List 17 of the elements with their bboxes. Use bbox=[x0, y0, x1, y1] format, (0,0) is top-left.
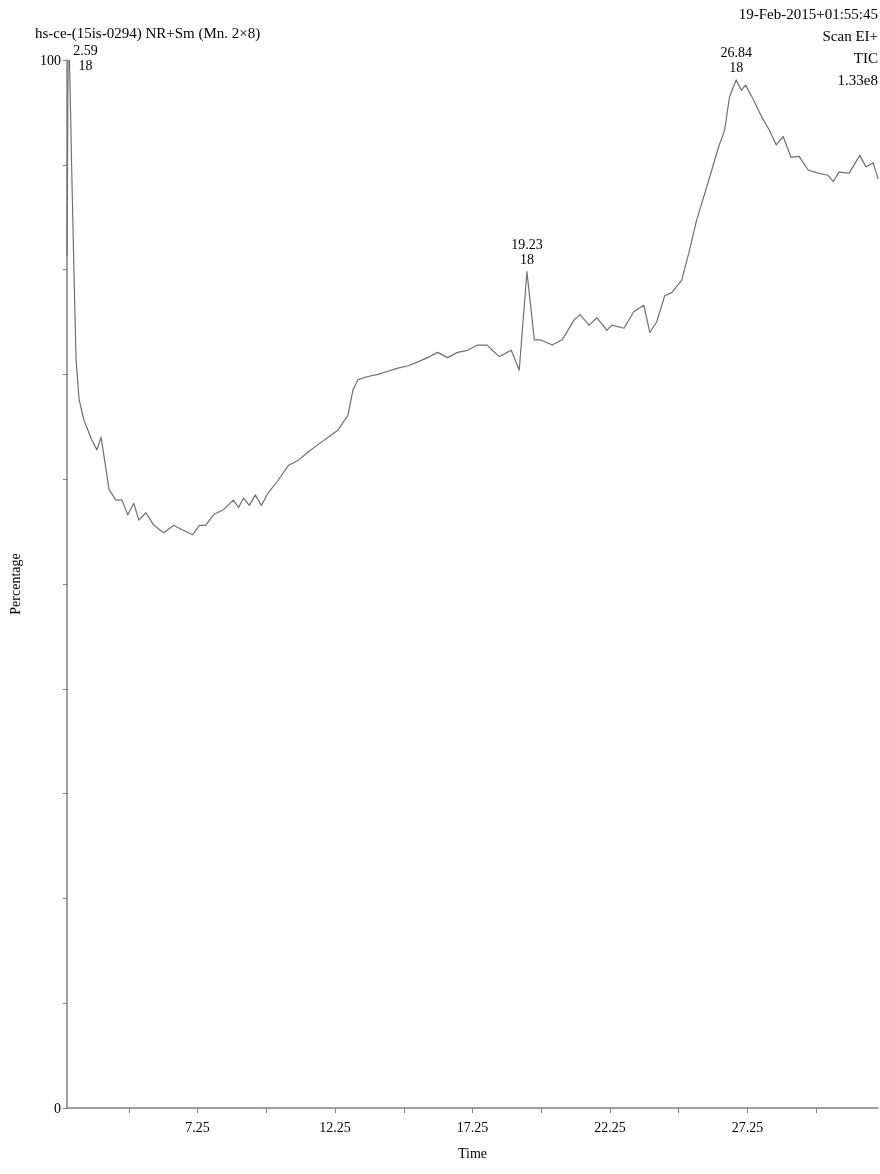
x-tick-label: 27.25 bbox=[731, 1119, 764, 1135]
annotation: TIC bbox=[853, 49, 878, 66]
text: 19-Feb-2015+01:55:45 bbox=[738, 5, 878, 22]
x-axis-title: Time bbox=[457, 1145, 488, 1161]
annotation: 26.84 18 bbox=[720, 44, 752, 75]
annotation: 19.23 18 bbox=[511, 236, 543, 267]
y-axis-title: Percentage bbox=[7, 553, 23, 615]
annotation: 1.33e8 bbox=[837, 71, 878, 88]
y-tick-label: 0 bbox=[54, 1100, 61, 1116]
text: Scan EI+ bbox=[822, 27, 878, 44]
x-tick-label: 7.25 bbox=[185, 1119, 210, 1135]
x-tick-label: 22.25 bbox=[594, 1119, 626, 1135]
x-tick-label: 17.25 bbox=[456, 1119, 489, 1135]
chart-title: hs-ce-(15is-0294) NR+Sm (Mn. 2×8) bbox=[35, 24, 261, 42]
annotation: 2.59 18 bbox=[73, 43, 98, 73]
x-tick-label: 12.25 bbox=[319, 1119, 351, 1135]
y-tick-label: 100 bbox=[40, 52, 61, 68]
